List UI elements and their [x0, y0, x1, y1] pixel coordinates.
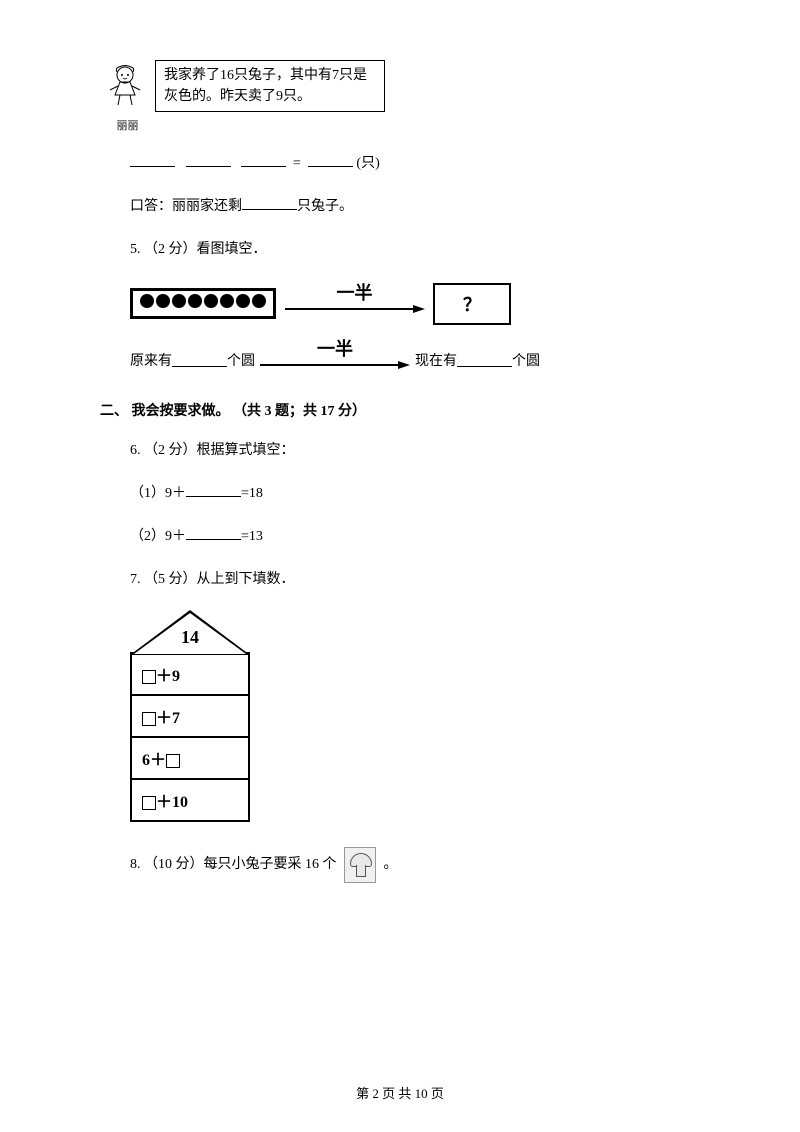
blank-q6-1[interactable]	[186, 483, 241, 497]
girl-icon	[100, 60, 150, 110]
half-label-2: 一半	[317, 335, 353, 361]
speech-line-2: 灰色的。昨天卖了9只。	[164, 86, 376, 107]
blank-square-icon[interactable]	[142, 796, 156, 810]
dot-icon	[236, 294, 250, 308]
q6-label: 6. （2 分）根据算式填空：	[130, 438, 700, 463]
house-r1-text: ＋9	[156, 668, 180, 685]
character-speech-section: 丽丽 我家养了16只兔子，其中有7只是 灰色的。昨天卖了9只。	[100, 60, 700, 133]
q5-label: 5. （2 分）看图填空．	[130, 237, 700, 262]
house-diagram: 14 ＋9 ＋7 6＋ ＋10	[130, 610, 250, 822]
equation-line: = (只)	[130, 151, 700, 176]
q8-prefix: 8. （10 分）每只小兔子要采 16 个	[130, 858, 337, 873]
now-prefix: 现在有	[415, 350, 457, 370]
blank-operand-1[interactable]	[130, 153, 175, 167]
dot-icon	[204, 294, 218, 308]
section-2-header: 二、 我会按要求做。 （共 3 题；共 17 分）	[100, 400, 700, 420]
circles-count-row: 原来有 个圆 一半 现在有 个圆	[130, 345, 700, 375]
arrow-icon	[260, 360, 410, 370]
q6-1-prefix: （1）9＋	[130, 486, 186, 501]
house-row-3: 6＋	[132, 738, 248, 780]
blank-operand-2[interactable]	[241, 153, 286, 167]
dot-icon	[188, 294, 202, 308]
blank-operator[interactable]	[186, 153, 231, 167]
now-suffix: 个圆	[512, 350, 540, 370]
page-footer: 第 2 页 共 10 页	[0, 1083, 800, 1102]
original-suffix: 个圆	[227, 350, 255, 370]
blank-now-count[interactable]	[457, 353, 512, 367]
q6-2-prefix: （2）9＋	[130, 529, 186, 544]
dot-icon	[220, 294, 234, 308]
blank-result[interactable]	[308, 153, 353, 167]
q6-2-eq: =13	[241, 529, 263, 544]
question-box: ？	[433, 283, 511, 325]
arrow-half-2: 一半	[260, 345, 410, 375]
house-r2-text: ＋7	[156, 710, 180, 727]
q6-1: （1）9＋ =18	[130, 481, 700, 506]
house-row-4: ＋10	[132, 780, 248, 820]
q8-line: 8. （10 分）每只小兔子要采 16 个 。	[130, 847, 700, 883]
arrow-half-1: 一半	[285, 289, 425, 319]
blank-square-icon[interactable]	[166, 754, 180, 768]
house-r3-text: 6＋	[142, 752, 166, 769]
speech-line-1: 我家养了16只兔子，其中有7只是	[164, 65, 376, 86]
house-body: ＋9 ＋7 6＋ ＋10	[130, 652, 250, 822]
dot-icon	[252, 294, 266, 308]
half-label-1: 一半	[337, 279, 373, 305]
character-figure: 丽丽	[100, 60, 155, 133]
character-name: 丽丽	[100, 117, 155, 133]
dot-icon	[140, 294, 154, 308]
blank-square-icon[interactable]	[142, 712, 156, 726]
dots-box	[130, 288, 276, 319]
blank-answer-rabbits[interactable]	[242, 196, 297, 210]
equation-unit: (只)	[356, 156, 379, 171]
blank-q6-2[interactable]	[186, 526, 241, 540]
arrow-icon	[285, 304, 425, 314]
speech-bubble: 我家养了16只兔子，其中有7只是 灰色的。昨天卖了9只。	[155, 60, 385, 112]
blank-original-count[interactable]	[172, 353, 227, 367]
house-row-2: ＋7	[132, 696, 248, 738]
q6-1-eq: =18	[241, 486, 263, 501]
answer-suffix: 只兔子。	[297, 199, 353, 214]
q6-2: （2）9＋ =13	[130, 524, 700, 549]
answer-line: 口答：丽丽家还剩 只兔子。	[130, 194, 700, 219]
house-top-number: 14	[130, 627, 250, 648]
answer-prefix: 口答：丽丽家还剩	[130, 199, 242, 214]
dot-icon	[172, 294, 186, 308]
dot-icon	[156, 294, 170, 308]
blank-square-icon[interactable]	[142, 670, 156, 684]
q7-label: 7. （5 分）从上到下填数．	[130, 567, 700, 592]
mushroom-icon	[344, 847, 376, 883]
q8-suffix: 。	[384, 858, 398, 873]
house-row-1: ＋9	[132, 654, 248, 696]
dots-diagram: 一半 ？	[130, 283, 700, 325]
house-r4-text: ＋10	[156, 794, 188, 811]
original-prefix: 原来有	[130, 350, 172, 370]
